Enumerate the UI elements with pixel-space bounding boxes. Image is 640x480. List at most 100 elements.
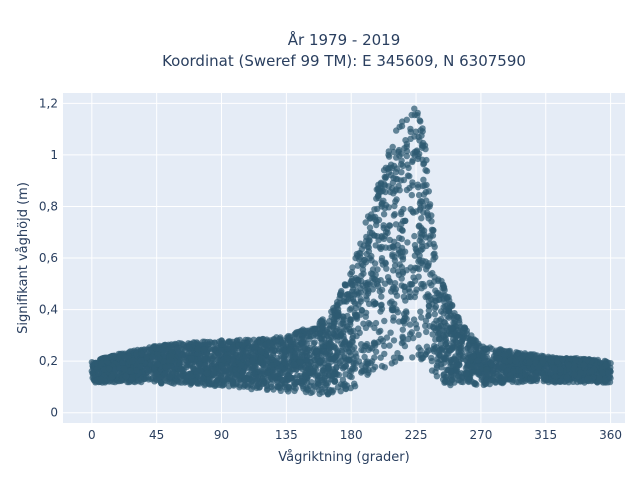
data-point — [468, 336, 476, 344]
data-point — [425, 188, 432, 195]
data-point — [390, 337, 398, 344]
data-point — [412, 128, 419, 135]
data-point — [325, 364, 332, 371]
data-point — [430, 348, 438, 355]
data-point — [135, 378, 142, 385]
data-point — [354, 262, 362, 269]
data-point — [416, 117, 423, 124]
data-point — [325, 371, 332, 378]
data-point — [416, 150, 423, 158]
chart-title-line2: Koordinat (Sweref 99 TM): E 345609, N 63… — [162, 52, 526, 70]
data-point — [601, 377, 609, 384]
data-point — [356, 329, 363, 336]
data-point — [436, 346, 444, 353]
data-point — [168, 345, 175, 353]
data-point — [292, 380, 299, 387]
data-point — [415, 331, 422, 338]
data-point — [330, 355, 337, 363]
data-point — [389, 243, 396, 250]
data-point — [378, 199, 386, 207]
data-point — [313, 332, 320, 340]
data-point — [319, 324, 327, 331]
data-point — [430, 226, 437, 234]
data-point — [210, 345, 218, 352]
data-point — [412, 245, 419, 252]
data-point — [293, 334, 300, 341]
data-point — [179, 351, 186, 358]
data-point — [371, 363, 379, 371]
data-point — [322, 350, 329, 358]
data-point — [461, 324, 468, 331]
data-point — [572, 357, 579, 364]
data-point — [301, 327, 308, 334]
data-point — [395, 148, 402, 155]
data-point — [270, 386, 277, 393]
data-point — [326, 343, 333, 350]
data-point — [380, 235, 388, 242]
data-point — [606, 378, 614, 386]
data-point — [231, 366, 238, 373]
data-point — [473, 344, 480, 351]
data-point — [464, 359, 471, 366]
data-point — [371, 232, 378, 239]
data-point — [350, 327, 357, 334]
data-point — [417, 308, 424, 315]
data-point — [336, 359, 343, 367]
data-point — [364, 360, 371, 367]
data-point — [337, 289, 345, 296]
data-point — [506, 371, 514, 379]
data-point — [177, 365, 184, 373]
data-point — [349, 365, 356, 372]
data-point — [422, 167, 429, 174]
data-point — [384, 274, 392, 281]
data-point — [501, 357, 508, 364]
data-point — [352, 350, 359, 357]
data-point — [408, 329, 415, 336]
data-point — [458, 338, 465, 345]
data-point — [304, 353, 311, 360]
data-point — [272, 338, 280, 345]
data-point — [423, 156, 430, 164]
data-point — [190, 339, 197, 346]
data-point — [300, 335, 307, 342]
data-point — [279, 337, 286, 344]
x-tick-label: 90 — [214, 428, 229, 442]
data-point — [390, 148, 398, 156]
data-point — [358, 341, 365, 348]
data-point — [425, 262, 432, 269]
data-point — [439, 285, 446, 292]
data-point — [196, 361, 203, 368]
data-point — [378, 362, 386, 370]
data-point — [599, 369, 606, 377]
data-point — [386, 342, 393, 349]
data-point — [162, 363, 169, 371]
data-point — [381, 342, 388, 349]
data-point — [435, 331, 442, 338]
data-point — [391, 262, 399, 269]
data-point — [607, 360, 614, 367]
data-point — [400, 318, 407, 325]
data-point — [357, 298, 364, 305]
data-point — [411, 293, 418, 301]
data-point — [407, 125, 414, 133]
data-point — [341, 338, 349, 346]
data-point — [358, 272, 365, 279]
data-point — [403, 309, 410, 317]
data-point — [513, 378, 520, 386]
data-point — [547, 369, 554, 376]
data-point — [282, 376, 289, 383]
data-point — [138, 350, 145, 358]
data-point — [318, 340, 325, 347]
data-point — [116, 364, 123, 371]
data-point — [318, 317, 325, 324]
data-point — [211, 339, 218, 346]
data-point — [308, 327, 316, 334]
data-point — [362, 219, 369, 226]
data-point — [376, 288, 383, 295]
data-point — [454, 343, 461, 351]
y-tick-label: 1,2 — [39, 96, 58, 110]
data-point — [506, 357, 514, 364]
data-point — [324, 328, 331, 336]
data-point — [166, 373, 173, 380]
